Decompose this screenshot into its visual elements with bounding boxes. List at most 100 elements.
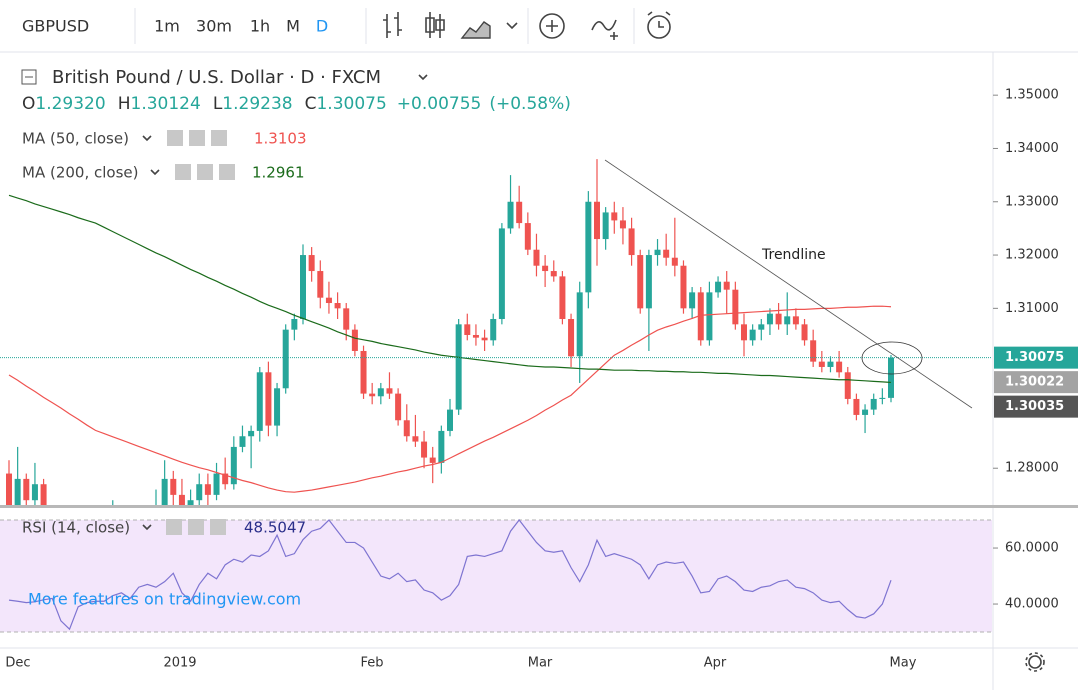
candle-body bbox=[542, 265, 549, 272]
price-tag bbox=[994, 346, 1078, 369]
price-tag-label: 1.30035 bbox=[1005, 399, 1064, 414]
candle-body bbox=[792, 316, 799, 325]
tool-icons[interactable] bbox=[539, 8, 671, 44]
candle-body bbox=[533, 249, 540, 266]
x-tick-label: Mar bbox=[528, 656, 553, 671]
candle-body bbox=[628, 228, 635, 256]
y-tick-label: 60.0000 bbox=[1005, 541, 1059, 556]
candle-body bbox=[351, 329, 358, 351]
remove-icon[interactable] bbox=[210, 519, 226, 535]
remove-icon[interactable] bbox=[219, 164, 235, 180]
legend-text: 1.30124 bbox=[131, 94, 201, 114]
y-tick-label: 1.33000 bbox=[1005, 194, 1059, 209]
rsi-label: RSI (14, close) bbox=[22, 519, 130, 537]
candle-body bbox=[879, 397, 886, 399]
candle-body bbox=[594, 201, 600, 240]
candle-body bbox=[265, 372, 272, 426]
x-tick-label: Feb bbox=[360, 656, 383, 671]
y-tick-label: 1.28000 bbox=[1005, 461, 1059, 476]
price-tag bbox=[994, 395, 1078, 418]
chart-style-icons[interactable] bbox=[383, 12, 518, 39]
rsi-value: 48.5047 bbox=[244, 519, 306, 537]
dropdown[interactable] bbox=[418, 74, 428, 81]
dropdown[interactable] bbox=[142, 135, 152, 142]
interval-button[interactable]: 1h bbox=[250, 17, 270, 36]
candle-body bbox=[248, 430, 255, 437]
legend-text: L bbox=[213, 94, 223, 114]
add-icon[interactable] bbox=[539, 13, 565, 39]
candle-body bbox=[689, 292, 696, 309]
eye-icon[interactable] bbox=[167, 130, 183, 146]
candle-body bbox=[568, 319, 575, 357]
candle-body bbox=[801, 324, 808, 341]
candle-body bbox=[715, 281, 722, 293]
bars-icon[interactable] bbox=[383, 12, 402, 38]
x-tick-label: May bbox=[890, 656, 917, 671]
candle-body bbox=[680, 265, 687, 309]
rsi-band bbox=[0, 520, 992, 633]
collapse-icon[interactable] bbox=[21, 69, 37, 85]
eye-icon[interactable] bbox=[175, 164, 191, 180]
dropdown[interactable] bbox=[142, 524, 152, 531]
candle-body bbox=[810, 340, 817, 362]
candle-body bbox=[490, 319, 497, 341]
settings-icon[interactable] bbox=[188, 519, 204, 535]
candle-body bbox=[671, 257, 678, 266]
watermark[interactable]: More features on tradingview.com bbox=[28, 590, 301, 609]
x-tick-label: 2019 bbox=[163, 656, 196, 671]
toolbar bbox=[0, 0, 1078, 52]
candle-body bbox=[481, 337, 488, 341]
indicator-icon[interactable] bbox=[591, 19, 618, 40]
legend-title: British Pound / U.S. Dollar · D · FXCM bbox=[52, 67, 381, 88]
price-pane bbox=[0, 159, 992, 505]
candle-body bbox=[818, 361, 825, 367]
candle-body bbox=[386, 388, 393, 394]
dropdown[interactable] bbox=[150, 169, 160, 176]
candle-body bbox=[204, 484, 211, 495]
y-tick-label: 1.34000 bbox=[1005, 141, 1059, 156]
interval-button[interactable]: 30m bbox=[196, 17, 232, 36]
candle-body bbox=[213, 473, 220, 495]
price-tag bbox=[994, 371, 1078, 394]
interval-button[interactable]: 1m bbox=[154, 17, 180, 36]
trendline bbox=[604, 159, 973, 409]
x-tick-label: Dec bbox=[5, 656, 30, 671]
candle-body bbox=[498, 228, 505, 320]
ma-label: MA (50, close) bbox=[22, 130, 129, 148]
settings-gear[interactable] bbox=[1025, 652, 1045, 672]
candle-body bbox=[758, 324, 765, 330]
remove-icon[interactable] bbox=[211, 130, 227, 146]
candle-body bbox=[732, 289, 739, 325]
candle-body bbox=[827, 361, 834, 367]
add-icon-plus[interactable] bbox=[546, 20, 558, 32]
ma-value: 1.2961 bbox=[252, 164, 305, 182]
candle-body bbox=[723, 281, 730, 290]
candle-body bbox=[516, 201, 523, 224]
candle-body bbox=[870, 398, 877, 410]
alert-icon-hands[interactable] bbox=[647, 11, 671, 28]
settings-icon[interactable] bbox=[189, 130, 205, 146]
candle-body bbox=[749, 329, 756, 341]
candle-body bbox=[853, 398, 860, 415]
settings-icon[interactable] bbox=[197, 164, 213, 180]
candle-body bbox=[507, 201, 514, 229]
candle-body bbox=[775, 313, 782, 325]
price-tag-label: 1.30022 bbox=[1005, 375, 1064, 390]
interval-button[interactable]: M bbox=[286, 17, 300, 36]
candle-body bbox=[23, 478, 30, 501]
legend: British Pound / U.S. Dollar · D · FXCM O… bbox=[21, 67, 571, 537]
candle-body bbox=[585, 201, 592, 293]
area-icon[interactable] bbox=[460, 21, 491, 39]
eye-icon[interactable] bbox=[166, 519, 182, 535]
candle-body bbox=[161, 478, 168, 505]
candles-icon[interactable] bbox=[425, 12, 445, 38]
symbol[interactable]: GBPUSD bbox=[22, 17, 89, 36]
dropdown[interactable] bbox=[506, 22, 518, 30]
candle-body bbox=[334, 303, 341, 309]
candle-body bbox=[377, 388, 384, 397]
interval-button[interactable]: D bbox=[316, 17, 328, 36]
y-tick-label: 40.0000 bbox=[1005, 597, 1059, 612]
candle-body bbox=[395, 393, 402, 421]
moving-average-line bbox=[8, 194, 892, 384]
alert-icon[interactable] bbox=[647, 15, 671, 39]
